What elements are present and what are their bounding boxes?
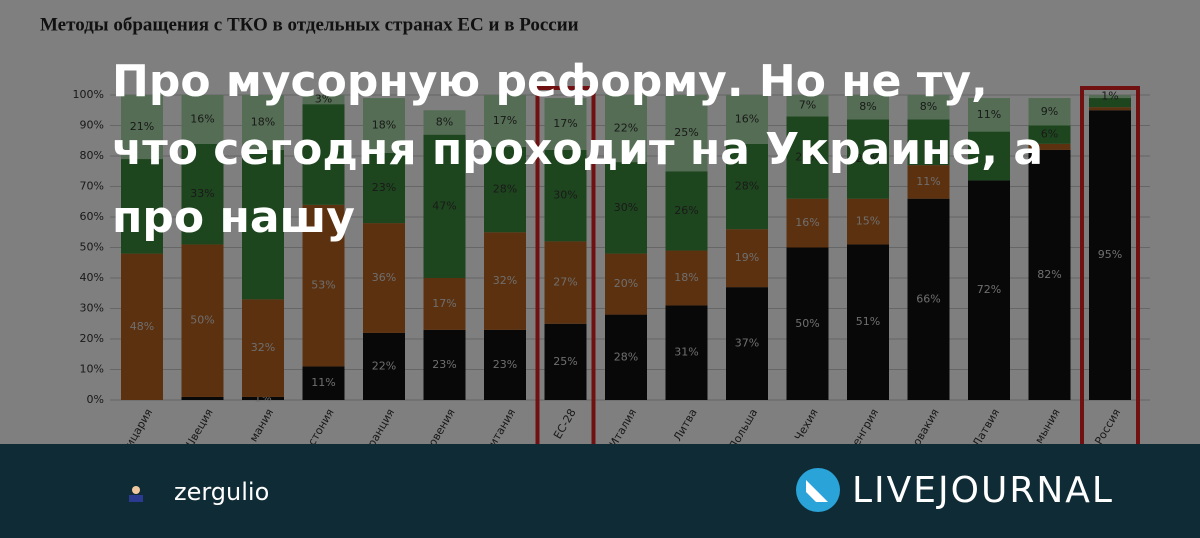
brand[interactable]: LIVEJOURNAL (852, 470, 1114, 511)
footer: zergulio LIVEJOURNAL (0, 444, 1200, 538)
author[interactable]: zergulio (174, 478, 270, 506)
user-icon (129, 486, 143, 502)
logo-icon (796, 468, 840, 512)
overlay (0, 0, 1200, 444)
post-title: Про мусорную реформу. Но не ту, что сего… (112, 56, 1044, 243)
